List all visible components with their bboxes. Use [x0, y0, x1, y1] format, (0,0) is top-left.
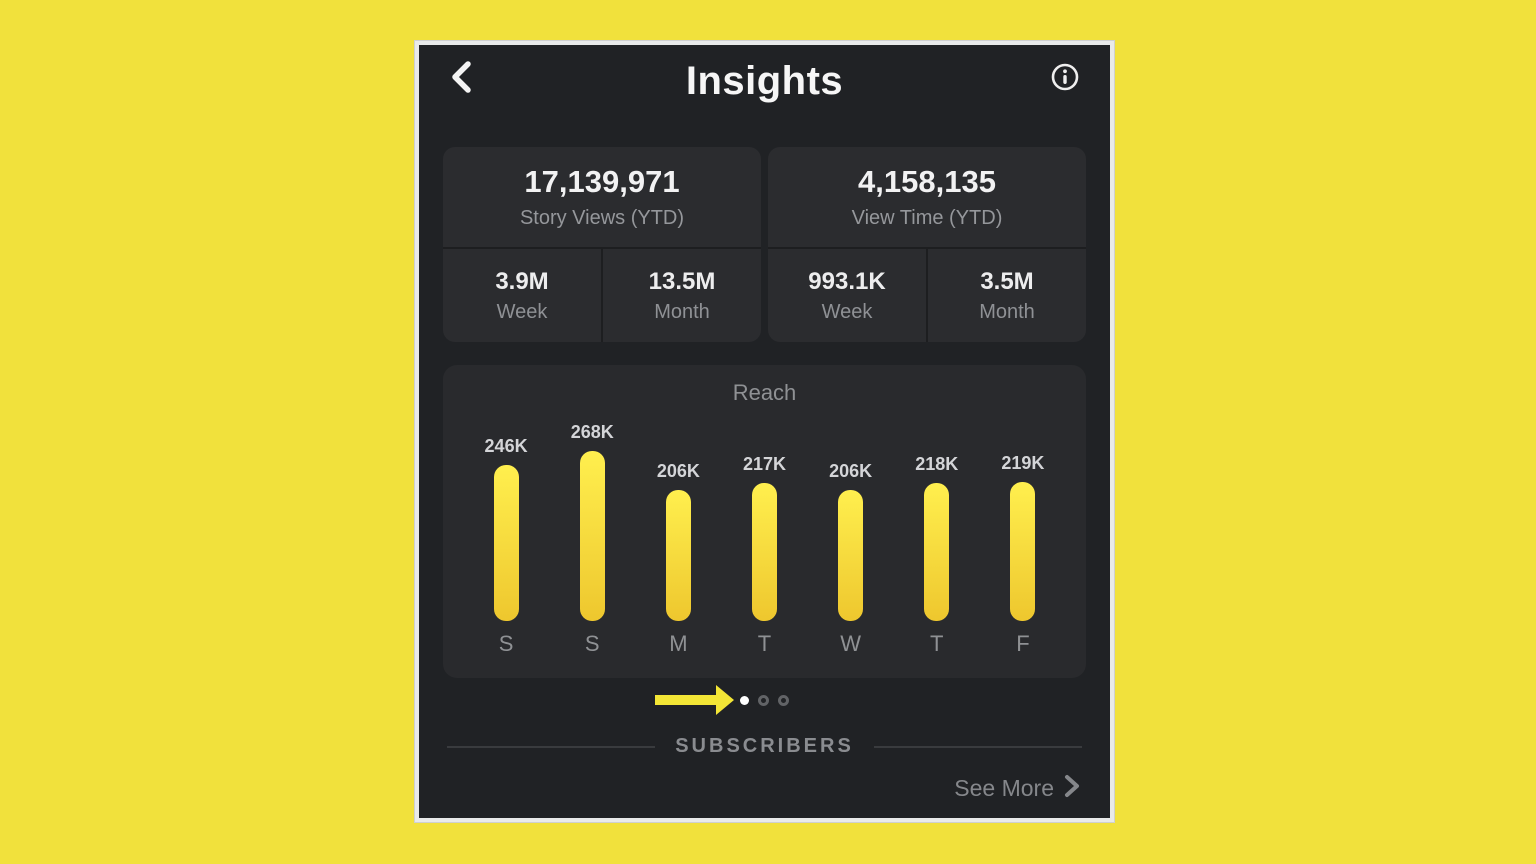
month-value: 13.5M: [648, 267, 716, 295]
bar-day-label: F: [1016, 631, 1030, 656]
view-time-week-cell: 993.1K Week: [768, 249, 926, 342]
bar-day-label: M: [669, 631, 688, 656]
week-label: Week: [496, 300, 548, 323]
back-button[interactable]: [445, 56, 477, 101]
month-label: Month: [979, 300, 1035, 323]
view-time-card: 4,158,135 View Time (YTD) 993.1K Week 3.…: [768, 147, 1086, 342]
see-more-label: See More: [954, 775, 1054, 801]
see-more-button[interactable]: See More: [419, 774, 1110, 803]
bar-value-label: 217K: [742, 454, 786, 474]
info-button[interactable]: [1046, 58, 1084, 99]
bar-value-label: 246K: [484, 436, 528, 456]
view-time-cells: 993.1K Week 3.5M Month: [768, 249, 1086, 342]
bar: [493, 465, 519, 621]
bar: [838, 490, 864, 621]
bar-column: 206K W: [808, 408, 894, 670]
bar-value-label: 218K: [915, 454, 959, 474]
page-dot-3[interactable]: [778, 694, 789, 706]
chevron-right-icon: [1064, 774, 1080, 803]
bar-day-label: S: [584, 631, 600, 656]
page-dot-2[interactable]: [758, 694, 769, 706]
week-label: Week: [821, 300, 873, 323]
bar-column: 218K T: [894, 408, 980, 670]
bar-value-label: 219K: [1001, 453, 1045, 473]
bar-value-label: 268K: [570, 422, 614, 442]
story-views-week-cell: 3.9M Week: [443, 249, 601, 342]
bar-value-label: 206K: [656, 461, 700, 481]
bar-value-label: 206K: [829, 461, 873, 481]
bar: [579, 451, 605, 621]
bar-day-label: T: [757, 631, 772, 656]
bar: [665, 490, 691, 621]
chart-title: Reach: [732, 380, 797, 405]
page-dot-1[interactable]: [740, 695, 749, 705]
view-time-month-cell: 3.5M Month: [926, 249, 1086, 342]
story-views-month-cell: 13.5M Month: [601, 249, 761, 342]
bar-column: 206K M: [635, 408, 721, 670]
bars-container: 246K S 268K S 206K M 217K T 206K W 218K T 219K F: [443, 408, 1086, 670]
month-value: 3.5M: [980, 267, 1034, 295]
bar-day-label: S: [498, 631, 514, 656]
stats-row: 17,139,971 Story Views (YTD) 3.9M Week 1…: [443, 147, 1086, 342]
divider-right: [873, 745, 1083, 748]
header: Insights: [419, 45, 1110, 111]
week-value: 993.1K: [808, 267, 886, 295]
pagination: [419, 685, 1110, 715]
reach-chart-card: Reach 246K S 268K S 206K M 217K T 206K W 218K T 219K…: [443, 365, 1086, 678]
view-time-summary: 4,158,135 View Time (YTD): [768, 147, 1086, 249]
phone-screenshot: Insights 17,139,971 Story Views (YTD): [415, 41, 1114, 822]
bar-column: 268K S: [549, 408, 635, 670]
view-time-value: 4,158,135: [858, 164, 996, 199]
bar-column: 219K F: [980, 408, 1066, 670]
arrow-right-icon: [654, 685, 734, 715]
story-views-cells: 3.9M Week 13.5M Month: [443, 249, 761, 342]
page-title: Insights: [685, 59, 844, 103]
arrow-shaft: [654, 695, 716, 705]
chevron-left-icon: [449, 60, 473, 97]
bar-column: 246K S: [463, 408, 549, 670]
bar: [924, 483, 950, 621]
bar-day-label: W: [840, 631, 862, 656]
story-views-value: 17,139,971: [524, 164, 680, 199]
bar-day-label: T: [930, 631, 944, 656]
story-views-label: Story Views (YTD): [519, 207, 685, 229]
subscribers-label: SUBSCRIBERS: [675, 735, 854, 757]
arrow-head: [715, 685, 734, 715]
month-label: Month: [654, 300, 710, 323]
view-time-label: View Time (YTD): [851, 207, 1003, 229]
info-icon: [1050, 63, 1080, 95]
story-views-summary: 17,139,971 Story Views (YTD): [443, 147, 761, 249]
subscribers-section-header: SUBSCRIBERS: [419, 735, 1110, 758]
week-value: 3.9M: [495, 267, 549, 295]
bar: [1010, 482, 1036, 621]
bar-column: 217K T: [721, 408, 807, 670]
bar: [751, 483, 777, 621]
story-views-card: 17,139,971 Story Views (YTD) 3.9M Week 1…: [443, 147, 761, 342]
divider-left: [447, 745, 656, 748]
